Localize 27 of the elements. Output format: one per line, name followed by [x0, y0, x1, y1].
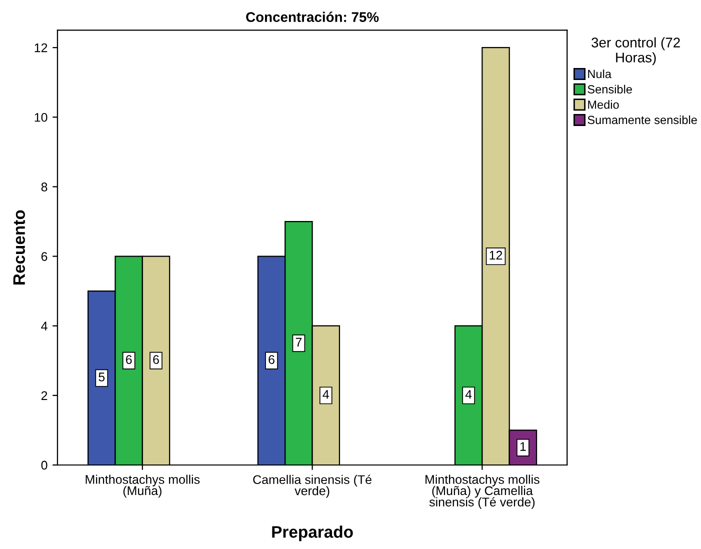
x-tick-label: Camellia sinensis (Té verde): [253, 474, 372, 498]
y-tick-label: 0: [41, 460, 48, 470]
data-label: 4: [322, 390, 329, 399]
x-tick-label: Minthostachys mollis (Muña) y Camellia sinensis (Té verde): [426, 474, 540, 509]
data-label: 6: [268, 355, 274, 364]
x-axis-title: Preparado: [272, 526, 353, 542]
y-tick-label: 10: [34, 112, 48, 122]
y-tick-label: 2: [41, 391, 48, 400]
data-label: 6: [126, 355, 132, 364]
y-tick-label: 8: [41, 182, 48, 192]
legend-label: Medio: [588, 100, 619, 109]
data-label: 7: [296, 338, 302, 346]
data-label: 5: [98, 372, 105, 382]
legend-label: Sumamente sensible: [588, 115, 697, 124]
y-tick-label: 12: [34, 43, 48, 52]
legend-title: 3er control (72 Horas): [592, 37, 680, 66]
data-label: 1: [520, 442, 526, 451]
data-label: 12: [490, 250, 502, 260]
data-label: 4: [465, 390, 472, 399]
legend-label: Nula: [588, 70, 612, 78]
x-tick-label: Minthostachys mollis (Muña): [86, 474, 200, 498]
data-label: 6: [153, 355, 159, 364]
y-tick-label: 4: [41, 322, 48, 330]
legend-label: Sensible: [588, 84, 632, 94]
y-axis-title: Recuento: [13, 210, 26, 284]
y-tick-label: 6: [41, 252, 48, 261]
chart-title: Concentración: 75%: [246, 12, 379, 22]
